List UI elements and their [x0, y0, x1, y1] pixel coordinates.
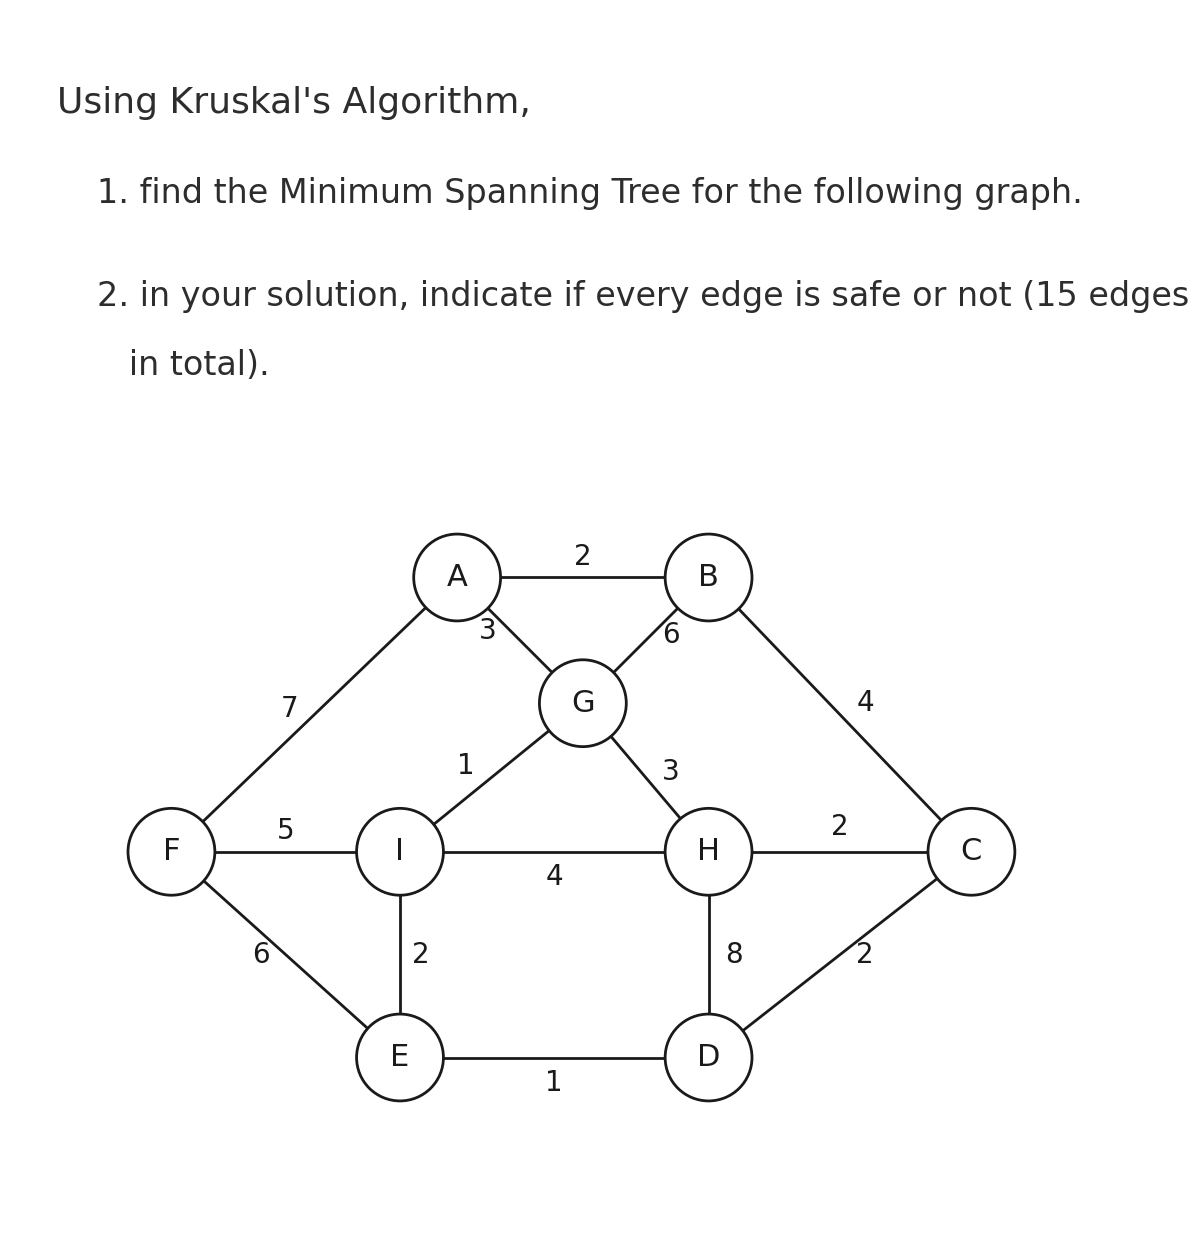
Text: 7: 7 [281, 695, 298, 722]
Text: 1: 1 [457, 752, 475, 781]
Text: 2: 2 [412, 941, 430, 968]
Text: 3: 3 [479, 618, 497, 645]
Circle shape [928, 809, 1015, 895]
Text: 6: 6 [662, 621, 679, 648]
Text: 1: 1 [546, 1068, 563, 1097]
Circle shape [356, 809, 444, 895]
Text: Using Kruskal's Algorithm,: Using Kruskal's Algorithm, [58, 86, 532, 120]
Text: 4: 4 [857, 689, 874, 718]
Text: I: I [396, 837, 404, 866]
Circle shape [665, 809, 752, 895]
Text: 2. in your solution, indicate if every edge is safe or not (15 edges: 2. in your solution, indicate if every e… [97, 280, 1189, 314]
Text: 3: 3 [662, 758, 679, 785]
Text: 2: 2 [832, 813, 848, 841]
Text: H: H [697, 837, 720, 866]
Text: 8: 8 [725, 941, 743, 968]
Circle shape [665, 1014, 752, 1100]
Text: 5: 5 [277, 818, 294, 845]
Text: 4: 4 [546, 863, 563, 890]
Text: C: C [961, 837, 982, 866]
Text: 1. find the Minimum Spanning Tree for the following graph.: 1. find the Minimum Spanning Tree for th… [97, 178, 1084, 210]
Text: 6: 6 [252, 941, 269, 968]
Text: 2: 2 [574, 543, 592, 571]
Text: B: B [698, 563, 719, 592]
Circle shape [128, 809, 215, 895]
Text: F: F [163, 837, 180, 866]
Text: 2: 2 [857, 941, 874, 968]
Circle shape [665, 534, 752, 621]
Text: in total).: in total). [97, 350, 270, 382]
Text: A: A [446, 563, 468, 592]
Circle shape [356, 1014, 444, 1100]
Circle shape [414, 534, 500, 621]
Circle shape [540, 659, 626, 747]
Text: E: E [390, 1044, 409, 1072]
Text: G: G [571, 689, 595, 718]
Text: D: D [697, 1044, 720, 1072]
